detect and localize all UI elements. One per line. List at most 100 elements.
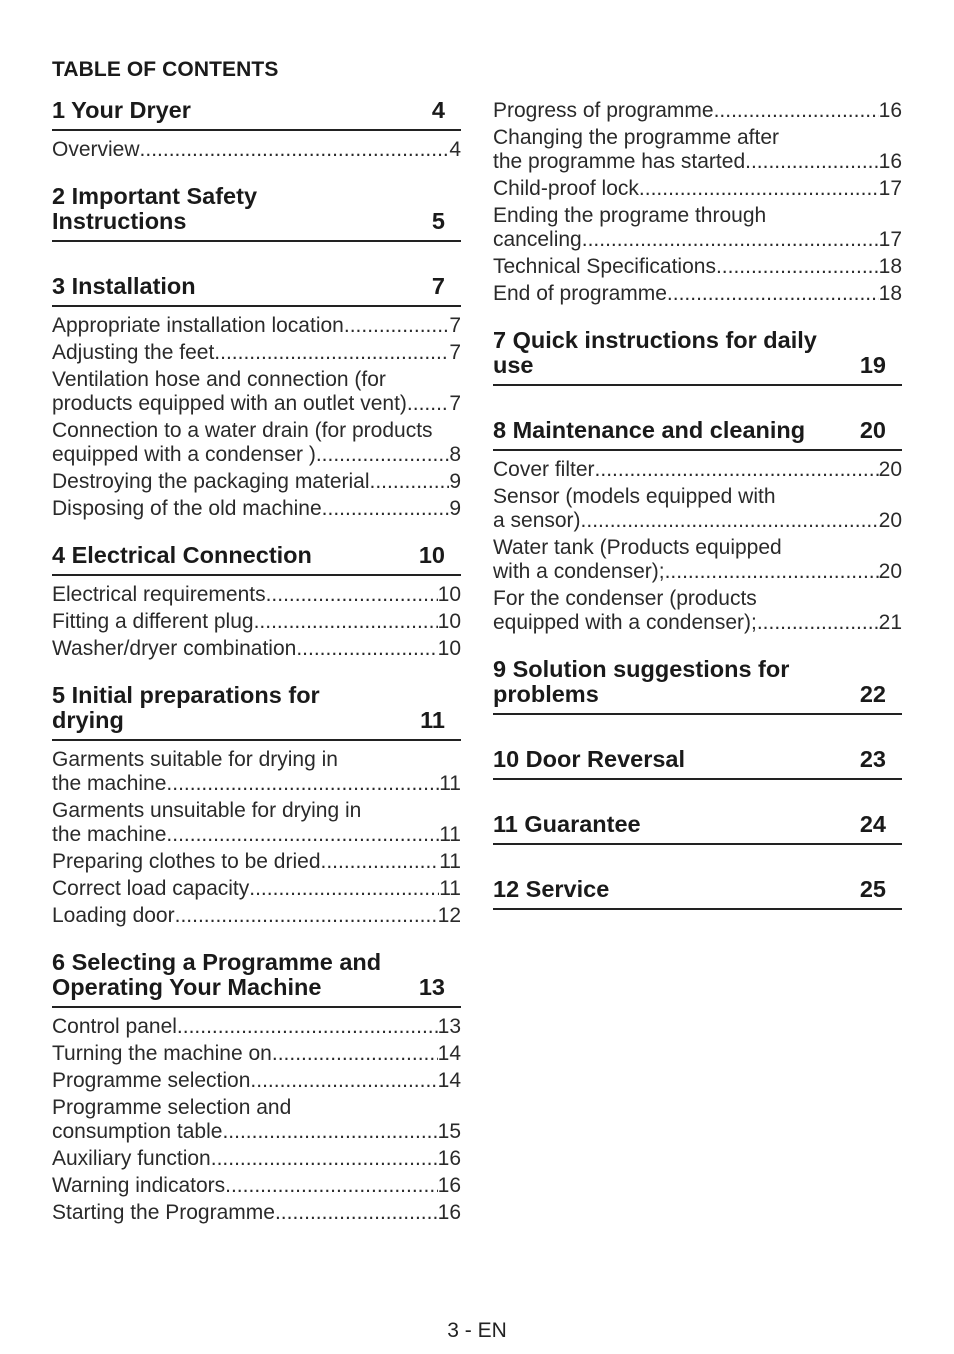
toc-entry-line: canceling 17 (493, 228, 902, 252)
toc-section-heading[interactable]: 10 Door Reversal 23 (493, 745, 902, 780)
section-title: 12 Service (493, 876, 610, 902)
toc-entry[interactable]: Programme selection 14 (52, 1069, 461, 1093)
toc-entry-page: 20 (878, 560, 902, 583)
toc-entry[interactable]: Progress of programme 16 (493, 99, 902, 123)
toc-entry-text: Auxiliary function (52, 1147, 211, 1170)
toc-entry-page: 16 (437, 1201, 461, 1224)
toc-entry-text: Destroying the packaging material (52, 470, 370, 493)
toc-section-heading[interactable]: 11 Guarantee 24 (493, 810, 902, 845)
toc-entry-line: Control panel 13 (52, 1015, 461, 1039)
toc-entry-page: 10 (437, 610, 461, 633)
dot-leader (322, 497, 450, 521)
section-title: 2 Important Safety Instructions (52, 183, 258, 234)
toc-entry-page: 11 (439, 877, 461, 900)
toc-entry[interactable]: Warning indicators 16 (52, 1174, 461, 1198)
section-title: 3 Installation (52, 273, 196, 299)
toc-entry-text-line1: Sensor (models equipped with (493, 485, 776, 508)
toc-entry-page: 11 (439, 823, 461, 846)
toc-entry[interactable]: Cover filter 20 (493, 458, 902, 482)
toc-section-heading[interactable]: 2 Important Safety Instructions 5 (52, 182, 461, 242)
toc-section-heading[interactable]: 9 Solution suggestions for problems 22 (493, 655, 902, 715)
toc-section-heading[interactable]: 12 Service 25 (493, 875, 902, 910)
toc-entry-page: 14 (437, 1069, 461, 1092)
toc-entry[interactable]: Child-proof lock 17 (493, 177, 902, 201)
toc-entry-page: 11 (439, 772, 461, 795)
toc-entry-page: 10 (437, 583, 461, 606)
page-heading: TABLE OF CONTENTS (52, 58, 279, 81)
toc-section-heading[interactable]: 4 Electrical Connection 10 (52, 541, 461, 576)
toc-entry[interactable]: Starting the Programme 16 (52, 1201, 461, 1225)
section-page: 11 (420, 707, 445, 733)
toc-entry[interactable]: Electrical requirements 10 (52, 583, 461, 607)
toc-entry[interactable]: Overview 4 (52, 138, 461, 162)
toc-entry[interactable]: Adjusting the feet 7 (52, 341, 461, 365)
toc-entry[interactable]: Water tank (Products equipped with a cond… (493, 536, 902, 584)
dot-leader (214, 341, 449, 365)
section-page: 23 (859, 746, 886, 772)
toc-entry-page: 8 (449, 443, 461, 466)
toc-right-column: Progress of programme16 Changing the prog… (493, 96, 902, 940)
toc-entry[interactable]: Turning the machine on 14 (52, 1042, 461, 1066)
toc-entry-page: 7 (449, 341, 461, 364)
toc-entry[interactable]: Garments suitable for drying in the machi… (52, 748, 461, 796)
toc-section-heading[interactable]: 8 Maintenance and cleaning 20 (493, 416, 902, 451)
toc-entry-line: the machine 11 (52, 772, 461, 796)
dot-leader (667, 282, 879, 306)
toc-entry-page: 15 (437, 1120, 461, 1143)
toc-section-heading[interactable]: 3 Installation 7 (52, 272, 461, 307)
toc-section-heading[interactable]: 1 Your Dryer 4 (52, 96, 461, 131)
toc-entry[interactable]: Connection to a water drain (for product… (52, 419, 461, 467)
toc-entry-line: equipped with a condenser ) 8 (52, 443, 461, 467)
toc-entry-line: Warning indicators 16 (52, 1174, 461, 1198)
toc-entry[interactable]: Preparing clothes to be dried 11 (52, 850, 461, 874)
toc-entry[interactable]: Changing the programme after the programm… (493, 126, 902, 174)
section-title: 11 Guarantee (493, 811, 641, 837)
toc-section-heading[interactable]: 5 Initial preparations for drying 11 (52, 681, 461, 741)
toc-entry-line: the machine 11 (52, 823, 461, 847)
toc-entry-line: Correct load capacity 11 (52, 877, 461, 901)
section-page: 7 (431, 273, 445, 299)
toc-entry[interactable]: Control panel 13 (52, 1015, 461, 1039)
toc-entry[interactable]: For the condenser (products equipped with… (493, 587, 902, 635)
toc-entry-line: Disposing of the old machine 9 (52, 497, 461, 521)
toc-entry-page: 9 (449, 497, 461, 520)
toc-entry-text: consumption table (52, 1120, 223, 1143)
toc-section-heading[interactable]: 7 Quick instructions for daily use 19 (493, 326, 902, 386)
toc-entry[interactable]: Appropriate installation location 7 (52, 314, 461, 338)
toc-entry-text-line1: Ventilation hose and connection (for (52, 368, 386, 391)
toc-entry[interactable]: Garments unsuitable for drying in the mac… (52, 799, 461, 847)
toc-entry-line: Auxiliary function 16 (52, 1147, 461, 1171)
toc-entry-text: the machine (52, 772, 167, 795)
toc-entry[interactable]: Fitting a different plug 10 (52, 610, 461, 634)
toc-entry-text: Technical Specifications (493, 255, 716, 278)
page-number: 3 - EN (447, 1319, 507, 1342)
toc-entry-page: 16 (878, 99, 902, 122)
toc-entry-list: Electrical requirements10 Fitting a diffe… (52, 576, 461, 661)
toc-entry[interactable]: Programme selection and consumption table… (52, 1096, 461, 1144)
toc-entry-page: 20 (878, 458, 902, 481)
toc-entry-text: Warning indicators (52, 1174, 226, 1197)
toc-entry[interactable]: Washer/dryer combination 10 (52, 637, 461, 661)
toc-entry-line: Turning the machine on 14 (52, 1042, 461, 1066)
dot-leader (714, 99, 879, 123)
toc-entry[interactable]: Auxiliary function 16 (52, 1147, 461, 1171)
section-title: 9 Solution suggestions for problems (493, 656, 790, 707)
toc-entry-text-line1: Water tank (Products equipped (493, 536, 782, 559)
toc-entry-page: 4 (449, 138, 461, 161)
toc-entry[interactable]: Correct load capacity 11 (52, 877, 461, 901)
toc-entry[interactable]: Ventilation hose and connection (for prod… (52, 368, 461, 416)
toc-entry-line: with a condenser); 20 (493, 560, 902, 584)
toc-entry[interactable]: Technical Specifications 18 (493, 255, 902, 279)
toc-entry-page: 12 (437, 904, 461, 927)
toc-entry-page: 17 (878, 177, 902, 200)
toc-entry-text-line1: Garments suitable for drying in (52, 748, 338, 771)
toc-entry[interactable]: End of programme 18 (493, 282, 902, 306)
toc-entry[interactable]: Disposing of the old machine 9 (52, 497, 461, 521)
toc-entry-text: equipped with a condenser); (493, 611, 757, 634)
toc-entry[interactable]: Loading door 12 (52, 904, 461, 928)
toc-entry[interactable]: Destroying the packaging material 9 (52, 470, 461, 494)
toc-section-heading[interactable]: 6 Selecting a Programme and Operating Yo… (52, 948, 461, 1008)
toc-entry-text: End of programme (493, 282, 667, 305)
